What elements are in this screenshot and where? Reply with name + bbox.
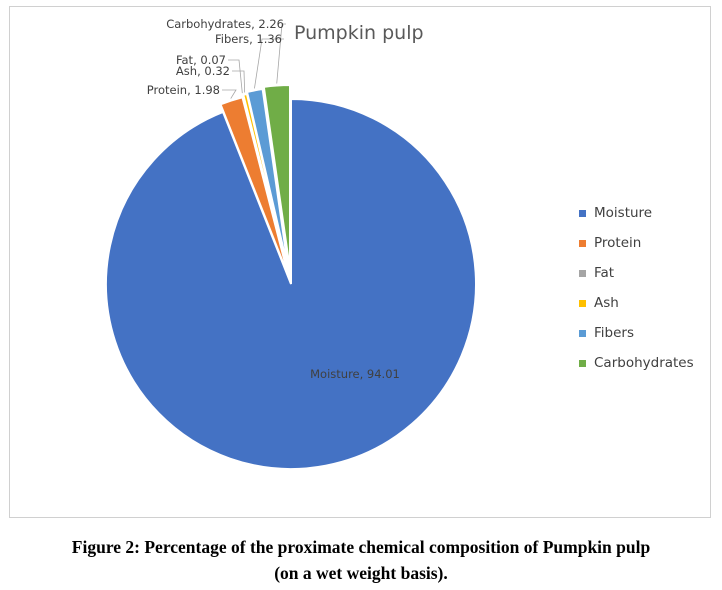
chart-title: Pumpkin pulp bbox=[294, 22, 424, 44]
legend-item-protein: Protein bbox=[579, 228, 694, 258]
pie-slice-moisture bbox=[105, 97, 477, 470]
legend-label-fat: Fat bbox=[594, 265, 615, 281]
legend-item-ash: Ash bbox=[579, 288, 694, 318]
leader-line-fat bbox=[228, 59, 243, 94]
legend-item-fat: Fat bbox=[579, 258, 694, 288]
legend-label-protein: Protein bbox=[594, 235, 642, 251]
figure-caption: Figure 2: Percentage of the proximate ch… bbox=[0, 534, 722, 586]
legend-label-moisture: Moisture bbox=[594, 205, 653, 221]
data-label-fat: Fat, 0.07 bbox=[176, 53, 226, 67]
leader-line-protein bbox=[222, 89, 237, 99]
data-label-moisture: Moisture, 94.01 bbox=[310, 367, 400, 381]
legend-swatch-fibers bbox=[579, 329, 586, 337]
legend-swatch-ash bbox=[579, 299, 586, 307]
pie-slice-fibers bbox=[245, 87, 290, 273]
leader-line-ash bbox=[232, 70, 246, 93]
leader-line-fibers bbox=[254, 38, 284, 89]
data-label-protein: Protein, 1.98 bbox=[147, 83, 220, 97]
pie-slice-carbohydrates bbox=[262, 84, 292, 271]
legend-label-ash: Ash bbox=[594, 295, 619, 311]
legend-swatch-carbohydrates bbox=[579, 359, 586, 367]
leader-line-carbohydrates bbox=[276, 23, 286, 84]
legend-item-carbohydrates: Carbohydrates bbox=[579, 348, 694, 378]
figure-caption-line-2: (on a wet weight basis). bbox=[274, 563, 448, 583]
legend-item-fibers: Fibers bbox=[579, 318, 694, 348]
legend-swatch-moisture bbox=[579, 209, 586, 217]
legend-swatch-protein bbox=[579, 239, 586, 247]
legend-swatch-fat bbox=[579, 269, 586, 277]
legend-label-fibers: Fibers bbox=[594, 325, 634, 341]
legend-item-moisture: Moisture bbox=[579, 198, 694, 228]
data-label-ash: Ash, 0.32 bbox=[176, 64, 230, 78]
data-label-carbohydrates: Carbohydrates, 2.26 bbox=[166, 17, 284, 31]
data-label-fibers: Fibers, 1.36 bbox=[215, 32, 282, 46]
legend-label-carbohydrates: Carbohydrates bbox=[594, 355, 694, 371]
chart-legend: Moisture Protein Fat Ash Fibers Carbohyd… bbox=[579, 198, 694, 378]
figure-caption-line-1: Figure 2: Percentage of the proximate ch… bbox=[71, 537, 651, 557]
